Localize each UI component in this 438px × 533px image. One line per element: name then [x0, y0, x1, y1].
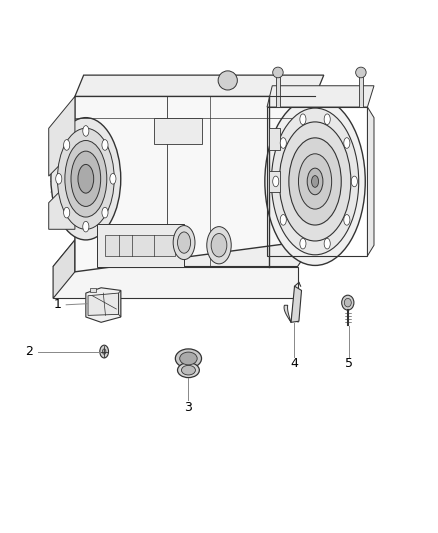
Ellipse shape — [78, 165, 94, 193]
Polygon shape — [276, 75, 280, 107]
Ellipse shape — [64, 207, 70, 218]
Ellipse shape — [71, 151, 101, 206]
Ellipse shape — [177, 232, 191, 253]
Ellipse shape — [57, 128, 114, 229]
Polygon shape — [284, 305, 291, 322]
Polygon shape — [267, 86, 374, 107]
Polygon shape — [269, 128, 280, 150]
Ellipse shape — [265, 98, 365, 265]
Polygon shape — [53, 266, 297, 298]
Ellipse shape — [298, 154, 332, 209]
Polygon shape — [106, 235, 175, 256]
Ellipse shape — [83, 221, 89, 232]
Ellipse shape — [311, 175, 318, 187]
Ellipse shape — [102, 349, 106, 354]
Polygon shape — [153, 118, 201, 144]
Ellipse shape — [344, 298, 351, 307]
Ellipse shape — [177, 363, 199, 377]
Ellipse shape — [280, 215, 286, 225]
Polygon shape — [367, 107, 374, 256]
Ellipse shape — [56, 173, 62, 184]
Ellipse shape — [300, 238, 306, 249]
Ellipse shape — [180, 352, 197, 365]
Ellipse shape — [207, 227, 231, 264]
Ellipse shape — [342, 295, 354, 310]
Ellipse shape — [175, 349, 201, 368]
Ellipse shape — [102, 140, 108, 150]
Ellipse shape — [83, 126, 89, 136]
Ellipse shape — [51, 118, 121, 240]
Polygon shape — [119, 290, 121, 317]
Ellipse shape — [356, 67, 366, 78]
Text: 3: 3 — [184, 401, 192, 414]
Polygon shape — [49, 96, 75, 176]
Ellipse shape — [307, 168, 323, 195]
Ellipse shape — [351, 176, 357, 187]
Polygon shape — [49, 176, 75, 229]
Polygon shape — [291, 286, 301, 322]
Ellipse shape — [300, 114, 306, 125]
Ellipse shape — [324, 238, 330, 249]
Ellipse shape — [280, 138, 286, 148]
Ellipse shape — [324, 114, 330, 125]
Text: 5: 5 — [345, 357, 353, 370]
Polygon shape — [75, 96, 315, 272]
Polygon shape — [53, 240, 315, 266]
Ellipse shape — [279, 122, 351, 241]
Polygon shape — [88, 293, 119, 316]
Ellipse shape — [181, 366, 195, 375]
Ellipse shape — [211, 233, 227, 257]
Ellipse shape — [65, 141, 107, 217]
Ellipse shape — [289, 138, 341, 225]
Ellipse shape — [64, 140, 70, 150]
Ellipse shape — [273, 67, 283, 78]
Polygon shape — [269, 171, 280, 192]
Ellipse shape — [173, 225, 195, 260]
Polygon shape — [75, 75, 324, 96]
Ellipse shape — [218, 71, 237, 90]
Text: 1: 1 — [53, 298, 61, 311]
Ellipse shape — [273, 176, 279, 187]
Polygon shape — [90, 288, 96, 292]
Ellipse shape — [110, 173, 116, 184]
Polygon shape — [53, 240, 75, 298]
Ellipse shape — [102, 207, 108, 218]
Ellipse shape — [100, 345, 109, 358]
Polygon shape — [97, 224, 184, 266]
Polygon shape — [86, 288, 121, 322]
Ellipse shape — [272, 108, 359, 255]
Polygon shape — [359, 75, 363, 107]
Ellipse shape — [344, 215, 350, 225]
Ellipse shape — [344, 138, 350, 148]
Text: 2: 2 — [25, 345, 33, 358]
Text: 4: 4 — [290, 357, 298, 370]
